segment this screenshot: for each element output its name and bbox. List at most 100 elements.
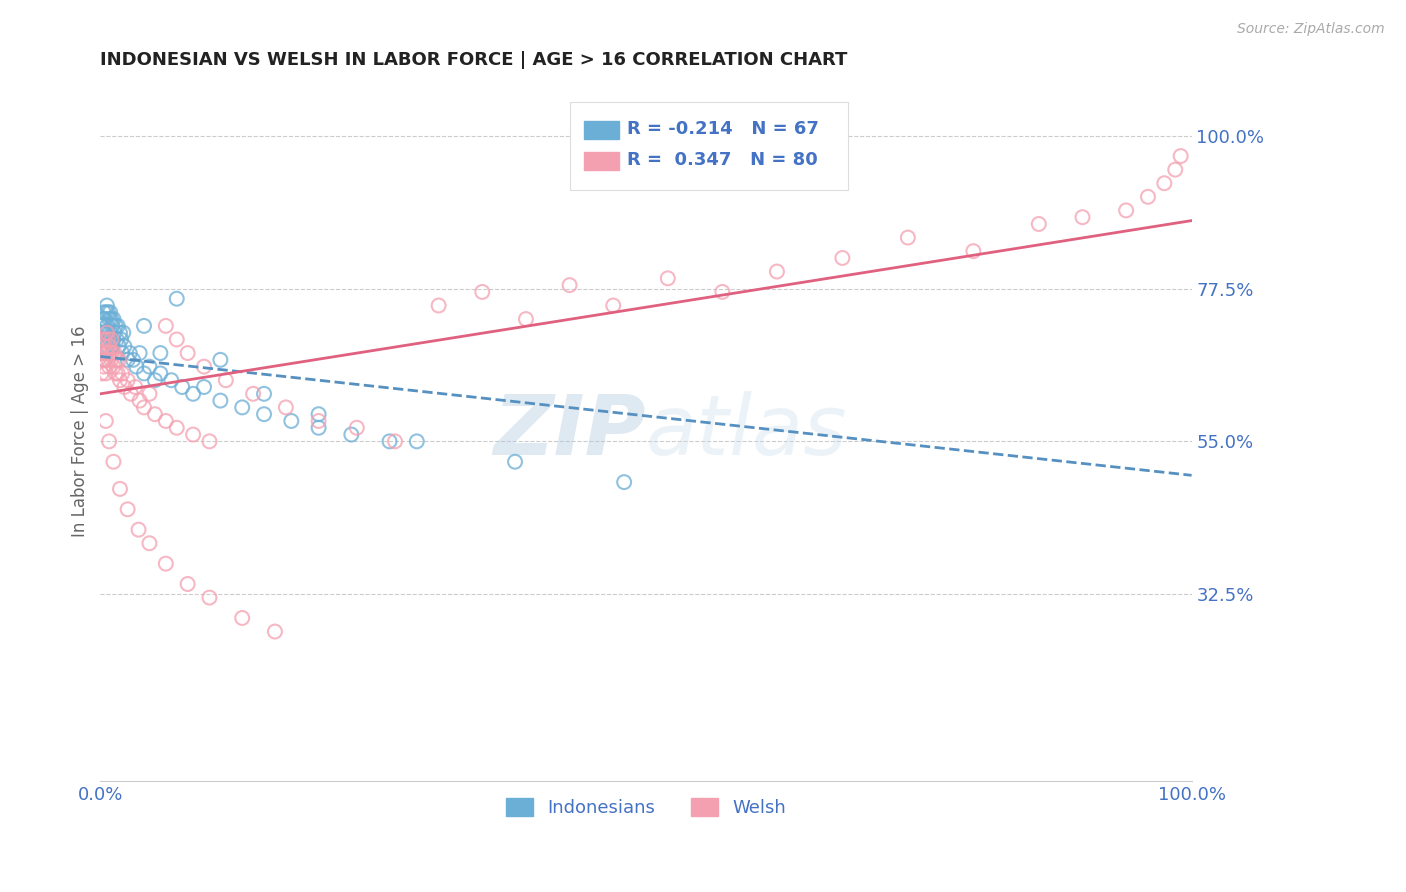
Point	[93, 359, 115, 374]
Point	[100, 352, 122, 367]
Point	[98, 333, 121, 347]
Point	[93, 333, 115, 347]
Point	[155, 557, 177, 571]
Point	[166, 292, 188, 306]
Point	[96, 339, 118, 353]
Point	[110, 333, 132, 347]
Point	[143, 407, 166, 421]
Text: ZIP: ZIP	[494, 391, 645, 472]
Point	[166, 333, 188, 347]
Point	[100, 312, 122, 326]
Point	[94, 414, 117, 428]
Point	[1153, 176, 1175, 190]
Point	[128, 523, 150, 537]
Point	[264, 624, 287, 639]
Point	[96, 318, 118, 333]
Point	[340, 427, 363, 442]
Point	[117, 352, 139, 367]
Legend: Indonesians, Welsh: Indonesians, Welsh	[498, 790, 793, 824]
Point	[97, 305, 120, 319]
Point	[149, 367, 172, 381]
Point	[405, 434, 427, 449]
Point	[103, 333, 125, 347]
Point	[105, 333, 128, 347]
Point	[98, 326, 121, 340]
Point	[149, 346, 172, 360]
Point	[253, 407, 276, 421]
Point	[215, 373, 238, 387]
Point	[378, 434, 401, 449]
Point	[93, 346, 115, 360]
Point	[112, 380, 135, 394]
Point	[143, 373, 166, 387]
Point	[91, 333, 114, 347]
Point	[1164, 162, 1187, 177]
Point	[657, 271, 679, 285]
Point	[128, 393, 150, 408]
Point	[107, 367, 129, 381]
Point	[613, 475, 636, 489]
Point	[100, 333, 122, 347]
Point	[90, 367, 112, 381]
Point	[94, 326, 117, 340]
Point	[176, 577, 198, 591]
Point	[112, 326, 135, 340]
Point	[117, 502, 139, 516]
Point	[112, 339, 135, 353]
Point	[1028, 217, 1050, 231]
Point	[108, 352, 131, 367]
Bar	[583, 152, 619, 170]
Point	[120, 386, 142, 401]
Point	[96, 298, 118, 312]
Point	[155, 414, 177, 428]
Point	[181, 427, 204, 442]
Point	[1136, 190, 1159, 204]
Point	[132, 401, 155, 415]
Point	[90, 346, 112, 360]
Point	[118, 346, 141, 360]
Point	[384, 434, 406, 449]
Bar	[583, 121, 619, 139]
Point	[897, 230, 920, 244]
Point	[138, 359, 160, 374]
FancyBboxPatch shape	[569, 103, 848, 190]
Point	[91, 352, 114, 367]
Point	[280, 414, 302, 428]
Point	[117, 373, 139, 387]
Point	[101, 318, 124, 333]
Point	[93, 333, 115, 347]
Point	[91, 312, 114, 326]
Point	[98, 359, 121, 374]
Point	[132, 318, 155, 333]
Point	[94, 346, 117, 360]
Point	[132, 367, 155, 381]
Point	[558, 278, 581, 293]
Point	[103, 455, 125, 469]
Point	[198, 591, 221, 605]
Point	[90, 318, 112, 333]
Text: Source: ZipAtlas.com: Source: ZipAtlas.com	[1237, 22, 1385, 37]
Point	[105, 352, 128, 367]
Point	[427, 298, 450, 312]
Point	[103, 326, 125, 340]
Point	[128, 346, 150, 360]
Point	[308, 421, 330, 435]
Point	[93, 305, 115, 319]
Point	[711, 285, 734, 299]
Point	[97, 333, 120, 347]
Point	[181, 386, 204, 401]
Point	[166, 421, 188, 435]
Point	[94, 305, 117, 319]
Point	[108, 373, 131, 387]
Point	[209, 393, 232, 408]
Point	[104, 318, 127, 333]
Point	[90, 346, 112, 360]
Point	[172, 380, 194, 394]
Point	[93, 326, 115, 340]
Point	[97, 352, 120, 367]
Y-axis label: In Labor Force | Age > 16: In Labor Force | Age > 16	[72, 326, 89, 537]
Point	[308, 407, 330, 421]
Point	[503, 455, 526, 469]
Point	[101, 346, 124, 360]
Point	[103, 359, 125, 374]
